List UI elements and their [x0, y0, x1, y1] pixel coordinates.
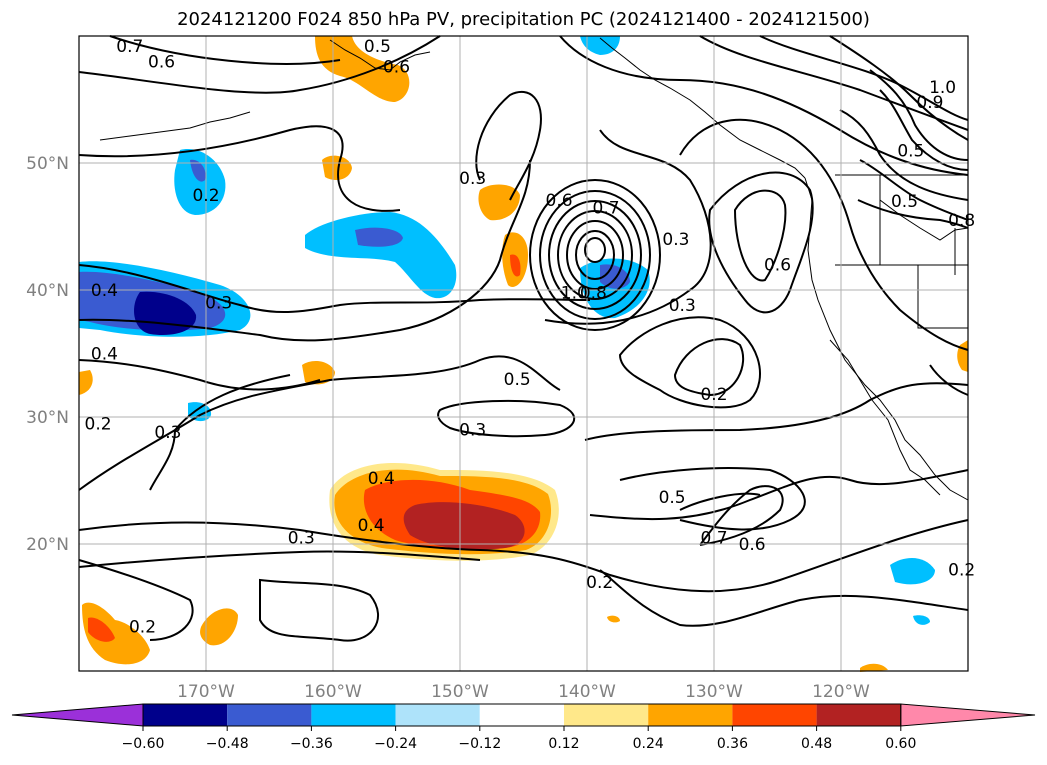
- contour-label: 0.8: [948, 211, 975, 231]
- contour-label: 0.3: [205, 294, 232, 314]
- contour-label: 0.4: [91, 281, 118, 301]
- contour-label: 0.3: [662, 230, 689, 250]
- contour-label: 1.0: [929, 78, 956, 98]
- contour-label: 0.2: [192, 186, 219, 206]
- contour-label: 0.5: [897, 141, 924, 161]
- contour-label: 0.7: [116, 37, 143, 57]
- contour-label: 0.2: [700, 385, 727, 405]
- latitude-labels: 50°N 40°N 30°N 20°N: [26, 154, 69, 555]
- lat-tick-label: 20°N: [26, 535, 69, 555]
- lon-tick-label: 120°W: [812, 682, 870, 702]
- contour-label: 0.3: [459, 169, 486, 189]
- lon-tick-label: 170°W: [177, 682, 235, 702]
- chart-title: 2024121200 F024 850 hPa PV, precipitatio…: [177, 9, 870, 30]
- map-frame: [78, 35, 969, 672]
- contour-label: 0.6: [148, 52, 175, 72]
- contour-labels: 0.7 0.50.6 0.60.20.30.6 0.70.30.61.00.80.30…: [85, 37, 976, 637]
- coastlines: [99, 37, 969, 501]
- contour-label: 0.5: [891, 192, 918, 212]
- contour-label: 0.3: [669, 296, 696, 316]
- contour-label: 0.6: [764, 256, 791, 276]
- contour-label: 0.2: [85, 414, 112, 434]
- contour-label: 0.6: [739, 535, 766, 555]
- contour-label: 0.3: [288, 529, 315, 549]
- lon-tick-label: 140°W: [558, 682, 616, 702]
- lon-tick-label: 130°W: [685, 682, 743, 702]
- graticule: [79, 36, 968, 671]
- contour-label: 0.4: [368, 469, 395, 489]
- precipitation-shading: [79, 36, 968, 672]
- contour-label: 0.7: [700, 529, 727, 549]
- lat-tick-label: 30°N: [26, 408, 69, 428]
- contour-label: 0.6: [383, 57, 410, 77]
- contour-label: 0.7: [593, 198, 620, 218]
- contour-label: 0.4: [91, 345, 118, 365]
- lat-tick-label: 40°N: [26, 281, 69, 301]
- contour-label: 0.3: [459, 421, 486, 441]
- contour-label: 0.2: [129, 618, 156, 638]
- contour-label: 0.2: [948, 560, 975, 580]
- lat-tick-label: 50°N: [26, 154, 69, 174]
- contour-label: 0.2: [586, 573, 613, 593]
- contour-label: 0.5: [504, 370, 531, 390]
- contour-label: 1.0: [561, 284, 588, 304]
- contour-label: 0.8: [580, 284, 607, 304]
- lon-tick-label: 160°W: [304, 682, 362, 702]
- contour-label: 0.6: [546, 191, 573, 211]
- contour-label: 0.3: [154, 423, 181, 443]
- contour-label: 0.4: [358, 516, 385, 536]
- pv-contours: [78, 35, 969, 642]
- lon-tick-label: 150°W: [431, 682, 489, 702]
- contour-label: 0.5: [364, 37, 391, 57]
- longitude-labels: 170°W 160°W 150°W 140°W 130°W 120°W: [177, 682, 870, 702]
- contour-label: 0.5: [659, 488, 686, 508]
- contour-label: 0.9: [916, 93, 943, 113]
